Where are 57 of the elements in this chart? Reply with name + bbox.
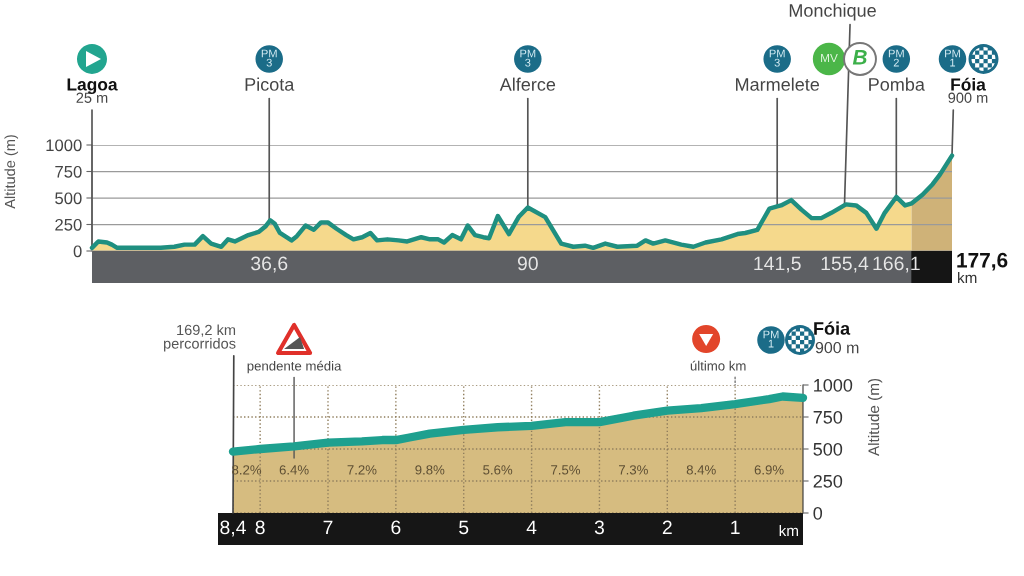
- text: Fóia: [951, 77, 986, 91]
- x-tick-label: 36,6: [251, 256, 288, 273]
- y-tick-label: 1000: [814, 378, 853, 392]
- text: último km: [690, 360, 746, 371]
- text: PM 2: [888, 49, 904, 67]
- x-axis-title: km: [779, 524, 798, 536]
- annotation: 5.6%: [483, 465, 513, 475]
- text: PM 3: [520, 49, 536, 67]
- y-tick-label: 750: [813, 410, 843, 424]
- x-tick-label: 7: [323, 520, 333, 535]
- annotation: 6.9%: [754, 465, 784, 475]
- text: PM 1: [945, 49, 960, 67]
- annotation: Marmelete: [736, 77, 820, 91]
- annotation: Picota: [245, 77, 295, 91]
- text: B: [852, 50, 867, 65]
- text: pendente média: [247, 360, 342, 374]
- annotation: 6.4%: [279, 465, 309, 475]
- text: Lagoa: [67, 78, 118, 95]
- annotation: 900 m: [948, 92, 988, 103]
- text: PM 3: [261, 49, 277, 67]
- x-tick-label: 155,4: [821, 256, 869, 273]
- x-tick-label: 8: [255, 520, 265, 535]
- x-axis-title: km: [958, 271, 977, 283]
- x-tick-label: 2: [662, 520, 672, 535]
- y-axis-title: Altitude (m): [867, 378, 883, 457]
- x-tick-label: 141,5: [754, 256, 801, 273]
- annotation: 7.5%: [551, 465, 581, 475]
- y-tick-label: 500: [55, 192, 82, 205]
- annotation: 7.3%: [619, 465, 648, 475]
- x-tick-label: 8,4: [220, 520, 246, 537]
- x-tick-label: 3: [594, 520, 604, 535]
- y-tick-label: 750: [55, 165, 82, 178]
- text: Fóia: [814, 321, 851, 335]
- text: 177,6: [957, 252, 1008, 271]
- y-tick-label: 250: [55, 218, 82, 231]
- annotation: 9.8%: [415, 465, 445, 475]
- x-tick-label: 6: [391, 520, 401, 535]
- y-axis-title: Altitude (m): [4, 135, 19, 209]
- annotation: Pomba: [869, 77, 925, 91]
- text: 169,2 km percorridos: [164, 324, 236, 352]
- annotation: Alferce: [499, 77, 556, 91]
- x-tick-label: 90: [517, 256, 538, 271]
- text: PM 3: [769, 49, 785, 67]
- x-tick-label: 5: [459, 520, 469, 535]
- x-tick-label: 4: [526, 520, 537, 535]
- text: MV: [821, 53, 838, 63]
- annotation: 8.4%: [686, 465, 716, 475]
- text: 900 m: [815, 341, 859, 354]
- annotation: Monchique: [789, 3, 876, 21]
- text: PM 1: [763, 330, 779, 348]
- y-tick-label: 0: [73, 245, 82, 258]
- x-tick-label: 1: [731, 520, 740, 535]
- y-tick-label: 0: [813, 506, 823, 520]
- y-tick-label: 500: [813, 442, 843, 456]
- y-tick-label: 1000: [46, 139, 82, 152]
- y-tick-label: 250: [813, 474, 843, 488]
- annotation: 7.2%: [347, 465, 377, 475]
